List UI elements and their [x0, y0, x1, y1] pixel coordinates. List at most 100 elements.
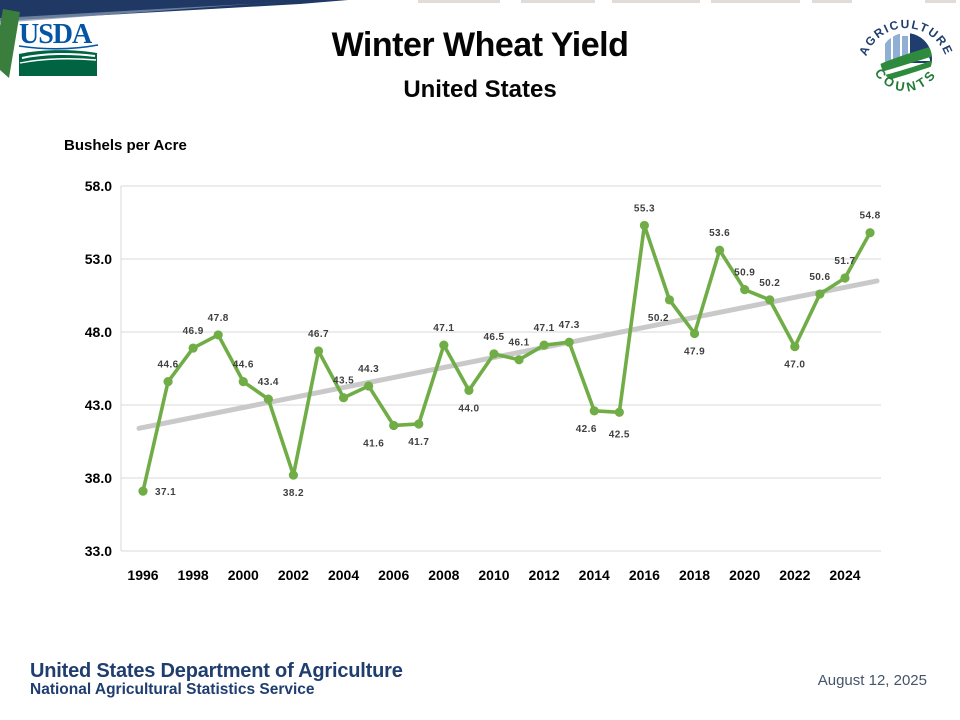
data-point [213, 330, 223, 340]
x-tick-label: 1996 [127, 567, 158, 583]
usda-logo: USDA [18, 19, 99, 76]
y-tick-label: 53.0 [85, 251, 112, 267]
footer-division: National Agricultural Statistics Service [30, 681, 315, 698]
data-point [539, 340, 549, 350]
data-point [564, 337, 574, 347]
data-label: 43.5 [333, 376, 354, 387]
data-point [389, 420, 399, 431]
data-label: 46.1 [509, 338, 530, 349]
x-tick-label: 2000 [228, 567, 259, 583]
data-label: 41.6 [363, 438, 384, 449]
x-tick-label: 2010 [478, 567, 509, 583]
usda-logo-underline [18, 44, 99, 50]
top-edge-artifact [925, 0, 956, 3]
data-label: 50.9 [734, 268, 755, 279]
x-tick-label: 1998 [178, 567, 209, 583]
data-label: 46.7 [308, 329, 329, 340]
y-tick-label: 33.0 [85, 543, 112, 559]
y-tick-label: 38.0 [85, 470, 112, 486]
banner-steel-swoosh [0, 1, 290, 23]
footer-org: United States Department of Agriculture [30, 660, 403, 682]
data-point [163, 377, 173, 387]
data-label: 54.8 [859, 211, 880, 222]
x-tick-label: 2008 [428, 567, 459, 583]
data-label: 47.0 [784, 360, 805, 371]
top-edge-artifact [711, 0, 800, 3]
data-point [790, 342, 800, 352]
x-tick-label: 2016 [629, 567, 660, 583]
data-label: 41.7 [408, 437, 429, 448]
data-label: 43.4 [258, 377, 279, 388]
top-banner [0, 0, 348, 78]
data-point [364, 381, 374, 391]
data-label: 47.9 [684, 346, 705, 357]
page-subtitle: United States [403, 76, 557, 103]
agriculture-counts-logo: AGRICULTURE COUNTS [856, 12, 954, 106]
data-label: 53.6 [709, 228, 730, 239]
data-point [639, 220, 650, 231]
data-label: 44.0 [458, 403, 479, 414]
data-label: 44.6 [233, 360, 254, 371]
data-point [689, 328, 700, 339]
x-tick-label: 2012 [529, 567, 560, 583]
data-point [188, 343, 198, 353]
data-label: 38.2 [283, 488, 304, 499]
usda-logo-field [19, 50, 97, 76]
chart-axis-title: Bushels per Acre [64, 137, 187, 154]
data-label: 51.7 [834, 256, 855, 267]
x-tick-label: 2018 [679, 567, 710, 583]
top-edge-artifact [418, 0, 500, 3]
data-point [765, 295, 775, 305]
x-tick-label: 2020 [729, 567, 760, 583]
x-tick-label: 2014 [579, 567, 610, 583]
data-label: 44.3 [358, 364, 379, 375]
x-tick-label: 2024 [829, 567, 860, 583]
top-edge-artifact [612, 0, 700, 3]
data-point [489, 349, 499, 359]
data-label: 44.6 [158, 360, 179, 371]
data-point [740, 285, 750, 295]
data-label: 47.1 [534, 323, 555, 334]
data-point [238, 377, 248, 387]
data-point [439, 340, 449, 350]
usda-logo-furrow [21, 52, 96, 59]
page-title: Winter Wheat Yield [331, 26, 629, 64]
trend-line [136, 278, 880, 431]
data-label: 42.6 [576, 424, 597, 435]
top-edge-artifact [812, 0, 852, 3]
x-tick-label: 2002 [278, 567, 309, 583]
y-tick-label: 43.0 [85, 397, 112, 413]
x-tick-label: 2022 [779, 567, 810, 583]
data-point [338, 393, 349, 403]
data-point [464, 385, 474, 395]
data-label: 37.1 [155, 487, 176, 498]
top-edge-artifact [521, 0, 595, 3]
data-label: 47.1 [433, 323, 454, 334]
data-label: 50.2 [759, 278, 780, 289]
data-line [141, 223, 872, 493]
data-point [865, 228, 875, 238]
data-label: 50.6 [809, 272, 830, 283]
y-tick-label: 48.0 [85, 324, 112, 340]
data-point [313, 346, 324, 356]
data-point [288, 470, 299, 480]
data-label: 46.5 [483, 332, 504, 343]
data-label: 47.3 [559, 320, 580, 331]
data-point [514, 355, 524, 365]
data-point [414, 419, 424, 429]
footer-date: August 12, 2025 [817, 672, 927, 689]
data-point [589, 406, 599, 416]
data-point [715, 245, 725, 255]
data-point [614, 407, 624, 417]
data-label: 55.3 [634, 203, 655, 214]
y-tick-label: 58.0 [85, 178, 112, 194]
usda-logo-text: USDA [19, 19, 93, 50]
x-tick-label: 2006 [378, 567, 409, 583]
data-label: 47.8 [208, 313, 229, 324]
data-point [664, 295, 675, 305]
data-label: 50.2 [648, 313, 669, 324]
x-tick-label: 2004 [328, 567, 359, 583]
data-point [815, 289, 825, 299]
data-point [138, 486, 148, 496]
